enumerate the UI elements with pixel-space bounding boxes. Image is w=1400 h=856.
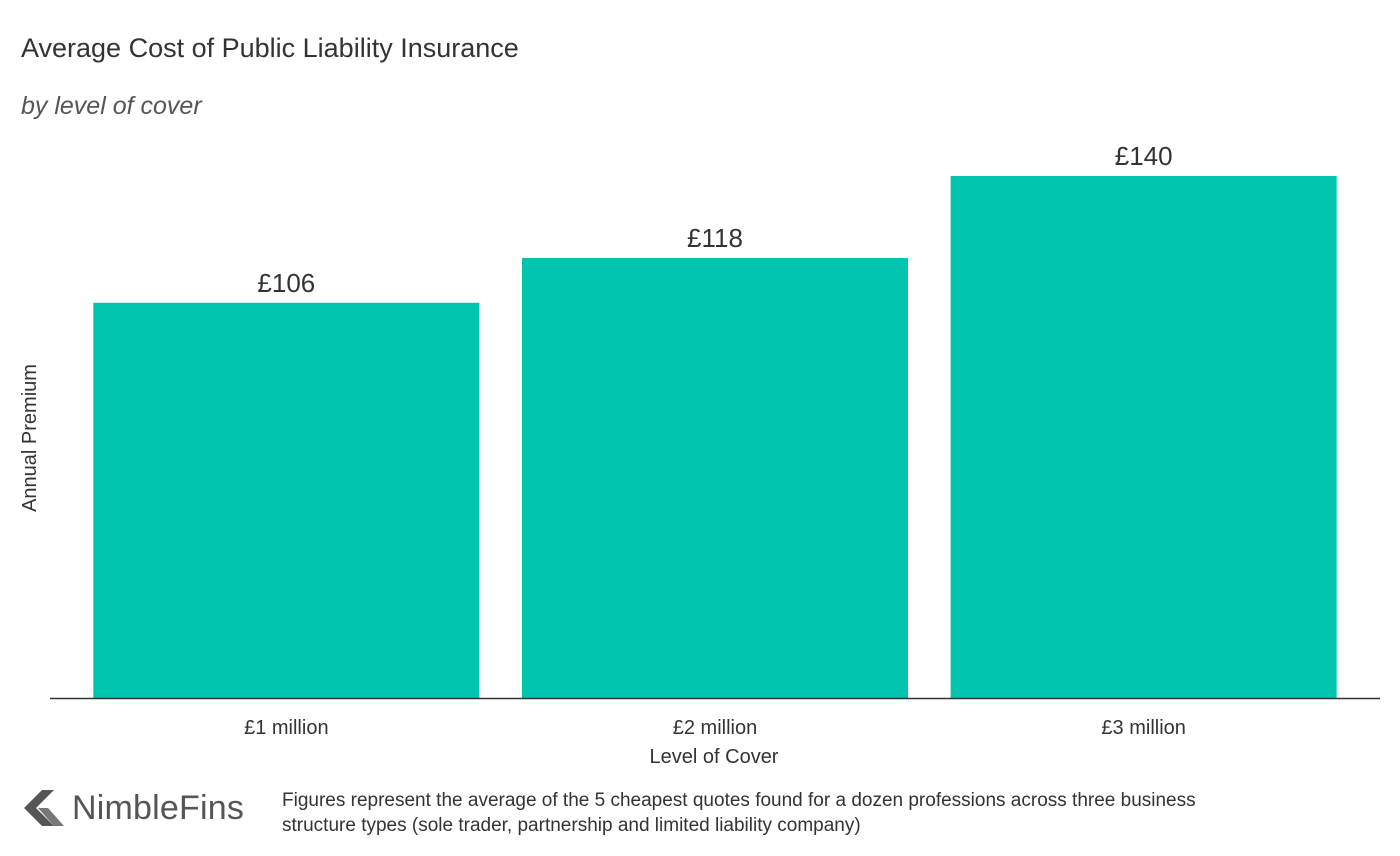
nimblefins-logo: NimbleFins — [20, 786, 244, 830]
chevron-left-icon — [24, 790, 64, 826]
bar-3 — [950, 176, 1337, 698]
footnote: Figures represent the average of the 5 c… — [282, 790, 1196, 836]
chart-subtitle: by level of cover — [21, 92, 202, 120]
bars-group — [93, 176, 1337, 698]
bar-chart: £106 £118 £140 £1 million £2 million £3 mill… — [19, 141, 1380, 768]
x-tick-label-1: £1 million — [244, 717, 328, 739]
bar-value-label-1: £106 — [257, 268, 315, 298]
bar-value-label-2: £118 — [687, 223, 743, 253]
chart-title: Average Cost of Public Liability Insuran… — [21, 33, 519, 63]
bar-value-label-3: £140 — [1115, 141, 1173, 171]
x-tick-label-3: £3 million — [1101, 717, 1185, 739]
x-tick-label-2: £2 million — [673, 717, 757, 739]
x-axis-title: Level of Cover — [650, 746, 779, 768]
bar-1 — [93, 302, 480, 698]
x-tick-labels-group: £1 million £2 million £3 million — [244, 717, 1186, 739]
bar-2 — [522, 258, 908, 698]
value-labels-group: £106 £118 £140 — [257, 141, 1172, 298]
logo-text: NimbleFins — [72, 788, 245, 827]
y-axis-title: Annual Premium — [19, 364, 41, 512]
